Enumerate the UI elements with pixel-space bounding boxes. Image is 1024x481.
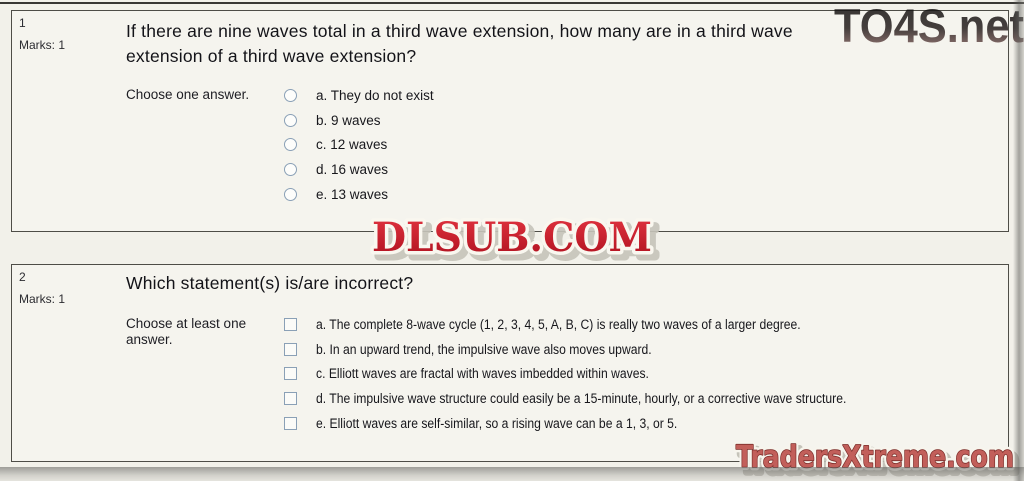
radio-button-icon[interactable] [284,138,297,152]
options-list: a. They do not exist b. 9 waves c. 12 wa… [284,83,434,206]
page-edge-shadow-bottom [0,467,1024,481]
answer-option-c[interactable]: c. 12 waves [284,132,434,157]
checkbox-icon[interactable] [284,416,297,430]
option-label: d. The impulsive wave structure could ea… [316,390,847,406]
page-edge-shadow-right [1013,0,1024,481]
answer-option-b[interactable]: b. 9 waves [284,108,434,133]
question-marks: Marks: 1 [19,292,66,306]
option-label: e. 13 waves [316,186,389,202]
checkbox-icon[interactable] [284,367,297,381]
options-list: a. The complete 8-wave cycle (1, 2, 3, 4… [284,312,905,435]
answer-prompt: Choose at least one answer. [126,316,247,347]
radio-button-icon[interactable] [284,88,297,102]
question-number: 2 [19,270,26,284]
answer-option-d[interactable]: d. 16 waves [284,157,434,182]
option-label: b. In an upward trend, the impulsive wav… [316,341,652,357]
answer-area: Choose at least one answer. a. The compl… [126,316,905,435]
checkbox-icon[interactable] [284,342,297,356]
question-1-box: 1 Marks: 1 If there are nine waves total… [11,10,1009,232]
question-2-info: 2 Marks: 1 [19,270,65,307]
radio-button-icon[interactable] [284,162,297,176]
question-1-info: 1 Marks: 1 [19,16,65,53]
option-label: d. 16 waves [316,161,389,177]
top-divider [0,2,1024,4]
answer-option-a[interactable]: a. The complete 8-wave cycle (1, 2, 3, 4… [284,312,905,337]
answer-area: Choose one answer. a. They do not exist … [126,87,434,206]
option-label: b. 9 waves [316,112,381,128]
option-label: a. The complete 8-wave cycle (1, 2, 3, 4… [316,316,801,332]
question-text: If there are nine waves total in a third… [126,21,793,66]
answer-prompt: Choose one answer. [126,87,250,102]
answer-option-c[interactable]: c. Elliott waves are fractal with waves … [284,361,905,386]
option-label: c. Elliott waves are fractal with waves … [316,366,649,382]
answer-option-e[interactable]: e. 13 waves [284,182,434,207]
answer-option-a[interactable]: a. They do not exist [284,83,434,108]
answer-option-b[interactable]: b. In an upward trend, the impulsive wav… [284,337,905,362]
question-marks: Marks: 1 [19,38,66,52]
answer-option-d[interactable]: d. The impulsive wave structure could ea… [284,386,905,411]
question-2-box: 2 Marks: 1 Which statement(s) is/are inc… [11,264,1009,462]
option-label: a. They do not exist [316,87,434,103]
option-label: e. Elliott waves are self-similar, so a … [316,415,678,431]
question-number: 1 [19,16,26,30]
checkbox-icon[interactable] [284,391,297,405]
answer-option-e[interactable]: e. Elliott waves are self-similar, so a … [284,411,905,436]
radio-button-icon[interactable] [284,187,297,201]
question-2-content: Which statement(s) is/are incorrect? Cho… [126,265,1002,461]
question-1-content: If there are nine waves total in a third… [126,11,1002,231]
checkbox-icon[interactable] [284,317,297,331]
radio-button-icon[interactable] [284,113,297,127]
question-text: Which statement(s) is/are incorrect? [126,273,414,293]
option-label: c. 12 waves [316,137,388,153]
